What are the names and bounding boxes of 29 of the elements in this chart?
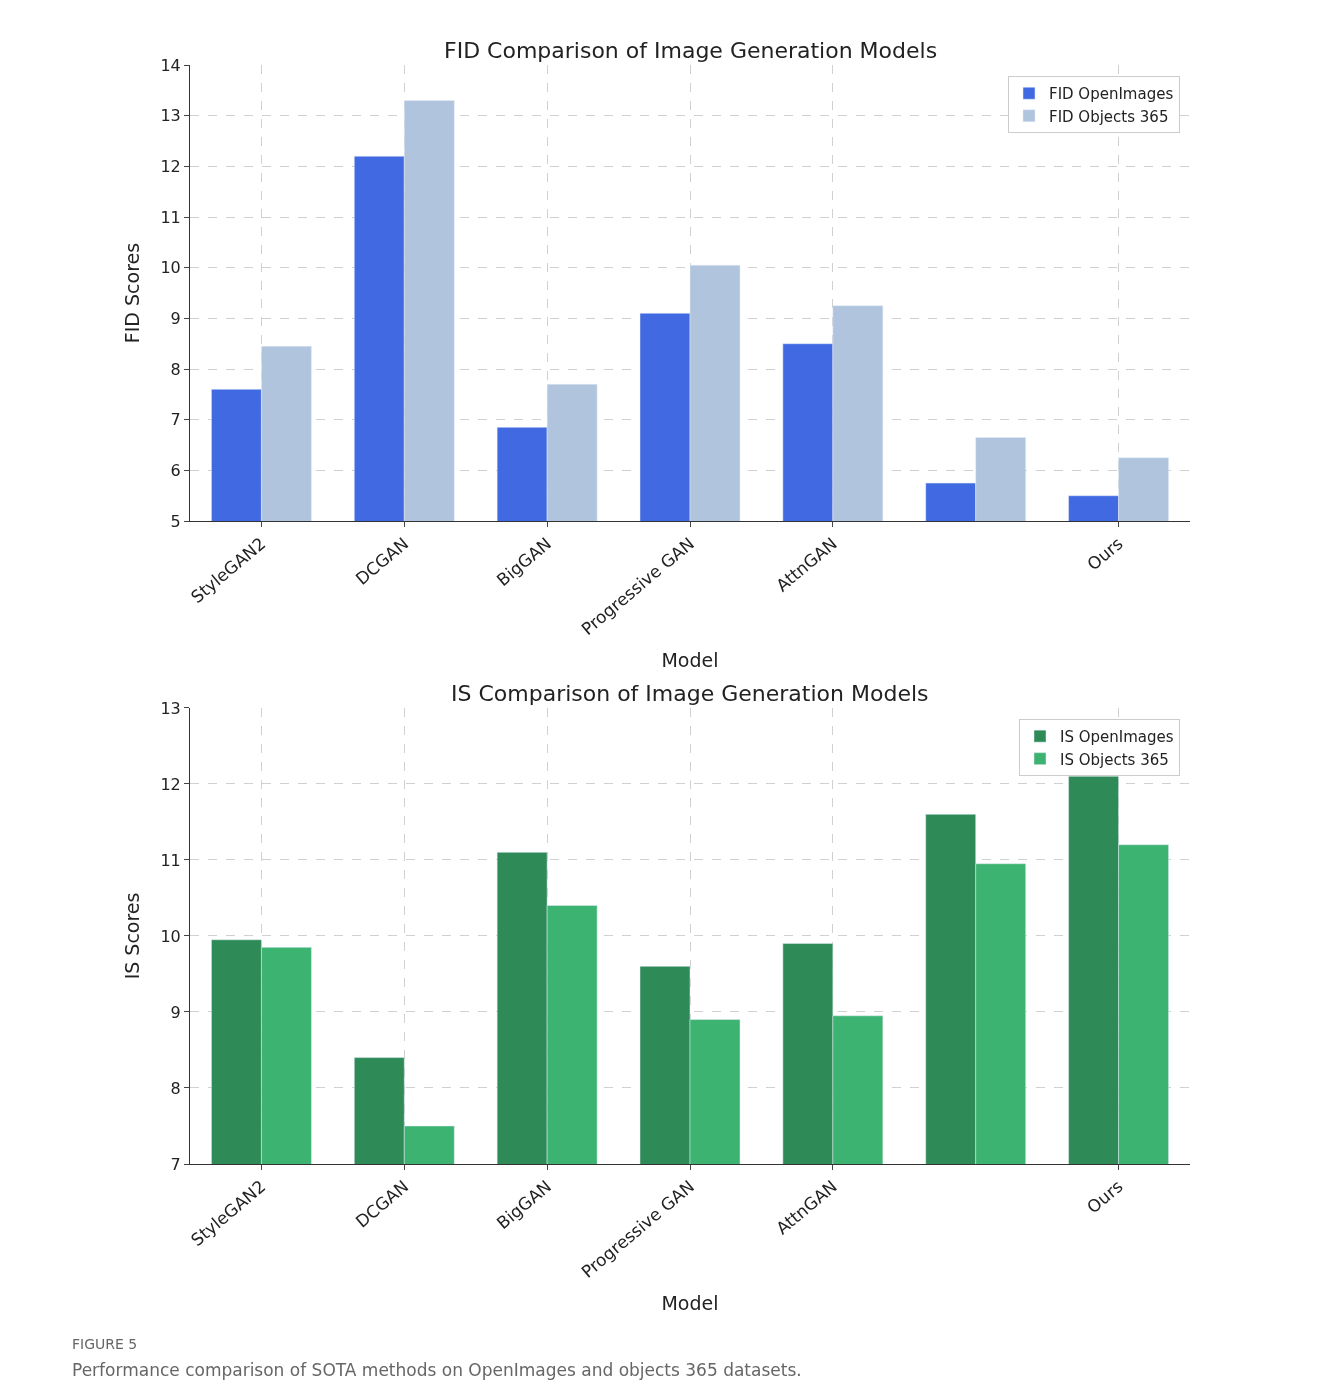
y-tick-label: 12 (160, 774, 181, 794)
y-axis-title: IS Scores (121, 892, 144, 980)
y-tick-label: 12 (160, 156, 181, 176)
y-tick-label: 10 (160, 926, 181, 946)
y-tick-label: 7 (170, 1154, 181, 1174)
y-tick-label: 7 (170, 410, 181, 430)
y-tick-label: 5 (170, 511, 181, 531)
y-tick-label: 11 (160, 207, 181, 227)
y-tick-label: 6 (170, 461, 181, 481)
x-axis-title: Model (661, 648, 719, 671)
y-tick-label: 9 (170, 1002, 181, 1022)
legend-label: IS OpenImages (1060, 728, 1174, 747)
legend-label: FID OpenImages (1049, 85, 1174, 104)
y-tick-label: 10 (160, 258, 181, 278)
y-tick-label: 8 (170, 1078, 181, 1098)
caption: FIGURE 5 (72, 1336, 138, 1352)
x-axis-title: Model (661, 1291, 719, 1314)
legend-label: FID Objects 365 (1049, 107, 1169, 126)
y-tick-label: 11 (160, 850, 181, 870)
chart-title: IS Comparison of Image Generation Models (451, 681, 929, 706)
y-tick-label: 13 (160, 698, 181, 718)
y-tick-label: 14 (160, 55, 181, 75)
y-axis-title: FID Scores (121, 242, 144, 344)
y-tick-label: 13 (160, 106, 181, 126)
y-tick-label: 9 (170, 308, 181, 328)
y-tick-label: 8 (170, 359, 181, 379)
chart-title: FID Comparison of Image Generation Models (444, 38, 938, 63)
legend-label: IS Objects 365 (1060, 750, 1169, 769)
text: Performance comparison of SOTA methods on OpenImages and objects 365 datasets. (72, 1360, 802, 1380)
